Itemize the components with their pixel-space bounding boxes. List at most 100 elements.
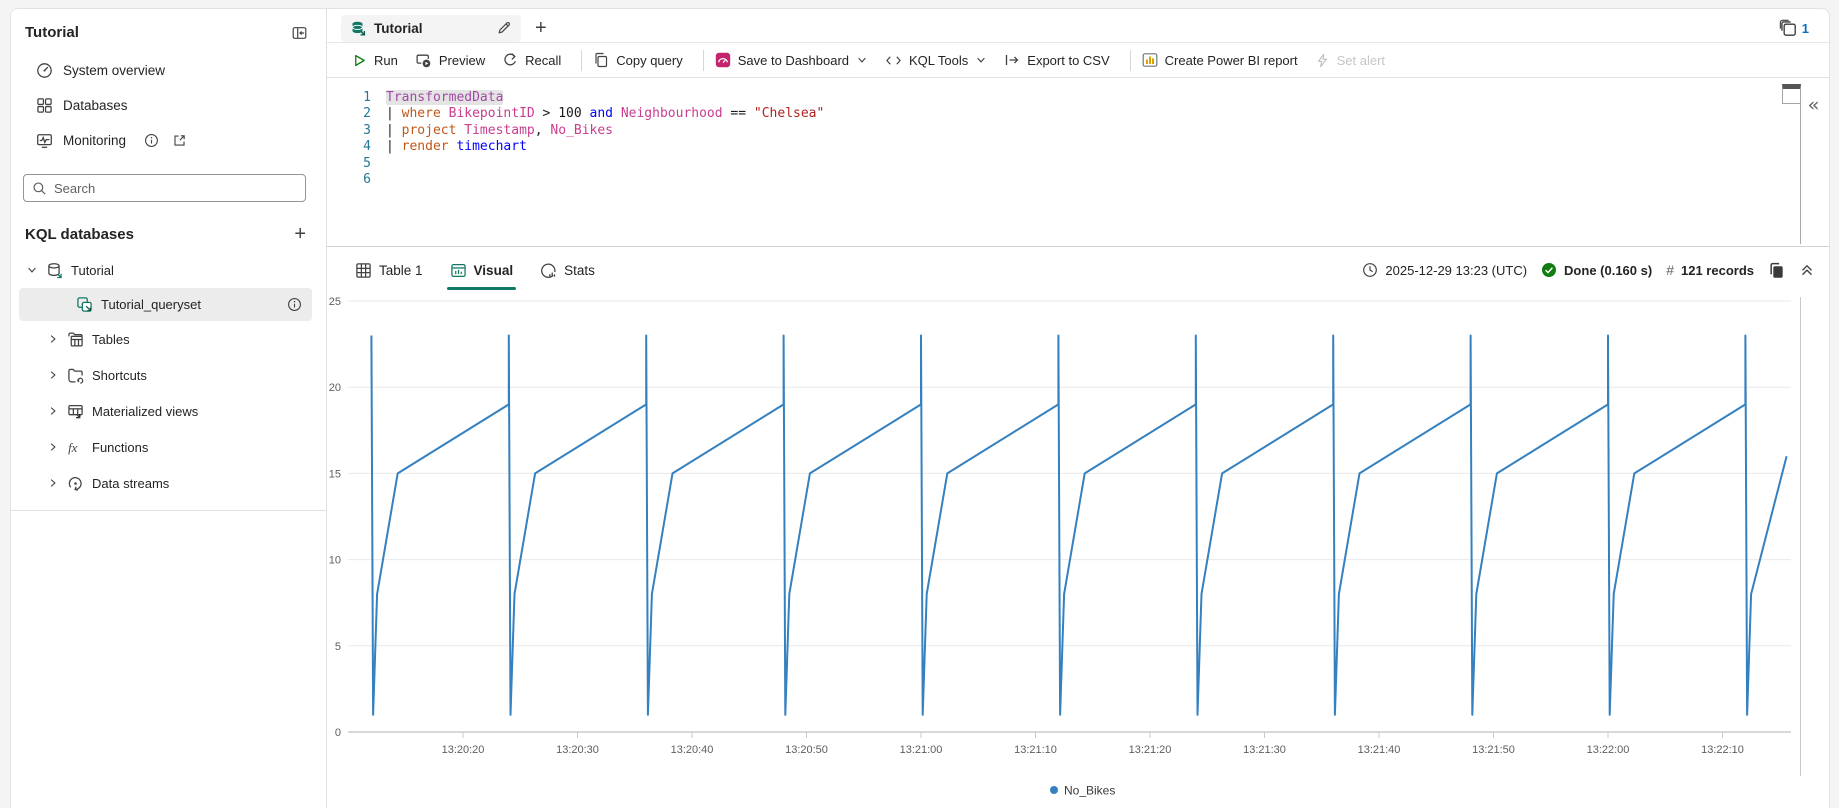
new-query-tab-button[interactable]: + bbox=[535, 17, 547, 39]
kql-tools-button[interactable]: KQL Tools bbox=[885, 53, 987, 68]
export-icon bbox=[1006, 55, 1019, 65]
create-power-bi-report-label: Create Power BI report bbox=[1164, 52, 1298, 68]
code-line[interactable]: TransformedData bbox=[386, 90, 504, 105]
query-tab-tutorial[interactable]: Tutorial bbox=[341, 14, 521, 42]
tab-stats[interactable]: Stats bbox=[540, 247, 595, 293]
open-tabs-count-value: 1 bbox=[1801, 20, 1809, 36]
search-input[interactable] bbox=[54, 180, 297, 196]
line-number: 2 bbox=[363, 106, 371, 122]
export-csv-button[interactable]: Export to CSV bbox=[1004, 52, 1110, 68]
y-tick-label: 0 bbox=[335, 727, 341, 739]
timechart[interactable]: 0 5 10 15 20 25 13:20:20 13:20:30 13:20:40 13:20:… bbox=[327, 293, 1829, 808]
preview-label: Preview bbox=[438, 52, 486, 68]
code-line[interactable] bbox=[386, 172, 824, 188]
tree-item-functions[interactable]: fx Functions bbox=[11, 429, 326, 465]
workspace-title: Tutorial bbox=[25, 24, 79, 41]
info-icon[interactable] bbox=[287, 297, 302, 312]
table-grid-icon bbox=[356, 262, 371, 278]
hash-icon: # bbox=[1666, 262, 1674, 278]
editor-scrollbar[interactable] bbox=[1782, 84, 1801, 244]
alert-icon bbox=[1317, 53, 1327, 67]
search-icon bbox=[33, 181, 46, 195]
recall-label: Recall bbox=[525, 52, 562, 68]
info-icon[interactable] bbox=[144, 133, 159, 148]
kql-tools-label: KQL Tools bbox=[909, 52, 969, 68]
tree-item-tables[interactable]: Tables bbox=[11, 321, 326, 357]
tree-label: Shortcuts bbox=[92, 367, 147, 383]
timechart-line-No_Bikes[interactable] bbox=[370, 334, 1788, 716]
external-link-icon[interactable] bbox=[172, 133, 187, 148]
visual-chart-icon bbox=[450, 263, 466, 277]
query-status-value: Done (0.160 s) bbox=[1564, 262, 1653, 278]
tree-item-data-streams[interactable]: Data streams bbox=[11, 465, 326, 501]
shortcuts-icon bbox=[68, 368, 84, 384]
legend-label[interactable]: No_Bikes bbox=[1064, 784, 1115, 798]
tree-label: Tutorial_queryset bbox=[101, 297, 201, 312]
set-alert-button[interactable]: Set alert bbox=[1315, 53, 1385, 68]
collapse-results-icon[interactable] bbox=[1799, 262, 1815, 278]
tab-visual[interactable]: Visual bbox=[446, 247, 516, 293]
collapse-pane-icon[interactable] bbox=[291, 25, 308, 41]
nav-label: Monitoring bbox=[63, 133, 127, 148]
copy-icon bbox=[595, 52, 608, 68]
copy-results-icon[interactable] bbox=[1768, 262, 1785, 279]
database-tree: Tutorial Tutorial_queryset bbox=[11, 252, 326, 501]
tables-icon bbox=[68, 331, 83, 347]
chevron-right-icon[interactable] bbox=[47, 477, 59, 489]
sidebar-item-databases[interactable]: Databases bbox=[11, 88, 326, 123]
expand-pane-icon[interactable]: « bbox=[1808, 94, 1820, 116]
x-tick-label: 13:20:50 bbox=[785, 744, 828, 756]
tree-item-shortcuts[interactable]: Shortcuts bbox=[11, 357, 326, 393]
open-tabs-count[interactable]: 1 bbox=[1779, 19, 1817, 37]
export-csv-label: Export to CSV bbox=[1027, 52, 1110, 68]
pencil-icon[interactable] bbox=[496, 20, 512, 36]
save-to-dashboard-button[interactable]: Save to Dashboard bbox=[715, 52, 868, 68]
chevron-down-icon bbox=[858, 57, 866, 63]
kql-database-icon bbox=[352, 21, 366, 36]
x-tick-label: 13:21:00 bbox=[900, 744, 943, 756]
create-power-bi-report-button[interactable]: Create Power BI report bbox=[1142, 52, 1298, 68]
save-to-dashboard-label: Save to Dashboard bbox=[737, 52, 850, 68]
line-number: 1 bbox=[363, 90, 371, 105]
copy-query-button[interactable]: Copy query bbox=[593, 52, 683, 68]
tree-item-tutorial-db[interactable]: Tutorial bbox=[11, 252, 326, 288]
toolbar-separator bbox=[702, 49, 704, 71]
run-button[interactable]: Run bbox=[352, 53, 398, 68]
editor-right-rail: « bbox=[1801, 78, 1829, 246]
add-database-button[interactable]: + bbox=[294, 223, 306, 245]
tree-item-tutorial-queryset[interactable]: Tutorial_queryset bbox=[19, 288, 312, 321]
sidebar-item-monitoring[interactable]: Monitoring bbox=[11, 123, 326, 158]
results-status: 2025-12-29 13:23 (UTC) Done (0.160 s) # … bbox=[1362, 262, 1815, 279]
chevron-right-icon[interactable] bbox=[47, 405, 59, 417]
chevron-right-icon[interactable] bbox=[47, 333, 59, 345]
code-line[interactable]: | render timechart bbox=[386, 139, 527, 155]
query-timestamp: 2025-12-29 13:23 (UTC) bbox=[1362, 262, 1527, 278]
tab-table-1[interactable]: Table 1 bbox=[355, 247, 423, 293]
line-number: 6 bbox=[363, 171, 371, 187]
tree-item-materialized-views[interactable]: Materialized views bbox=[11, 393, 326, 429]
tab-label: Stats bbox=[564, 262, 595, 278]
y-tick-label: 20 bbox=[329, 382, 341, 394]
chevron-down-icon[interactable] bbox=[26, 264, 38, 276]
app-card: Tutorial System overview Datab bbox=[10, 8, 1830, 808]
chevron-right-icon[interactable] bbox=[47, 369, 59, 381]
sidebar-divider bbox=[11, 510, 326, 511]
preview-button[interactable]: Preview bbox=[415, 52, 485, 69]
nav-label: System overview bbox=[63, 63, 166, 78]
x-tick-label: 13:20:30 bbox=[556, 744, 599, 756]
x-tick-label: 13:21:10 bbox=[1014, 744, 1057, 756]
editor-scrollbar-thumb[interactable] bbox=[1782, 84, 1801, 104]
tree-label: Functions bbox=[92, 439, 149, 455]
legend-marker[interactable] bbox=[1050, 786, 1058, 794]
code-line[interactable]: | project Timestamp, No_Bikes bbox=[386, 122, 614, 138]
code-line[interactable]: | where BikepointID > 100 and Neighbourh… bbox=[386, 106, 825, 122]
recall-button[interactable]: Recall bbox=[502, 52, 561, 68]
record-count: # 121 records bbox=[1666, 262, 1754, 278]
code-line[interactable] bbox=[386, 156, 824, 172]
monitor-pulse-icon bbox=[37, 134, 52, 148]
editor-code[interactable]: TransformedData | where BikepointID > 100… bbox=[371, 90, 824, 246]
kql-databases-section-header: KQL databases + bbox=[11, 202, 326, 252]
sidebar-item-system-overview[interactable]: System overview bbox=[11, 53, 326, 88]
chevron-right-icon[interactable] bbox=[47, 441, 59, 453]
